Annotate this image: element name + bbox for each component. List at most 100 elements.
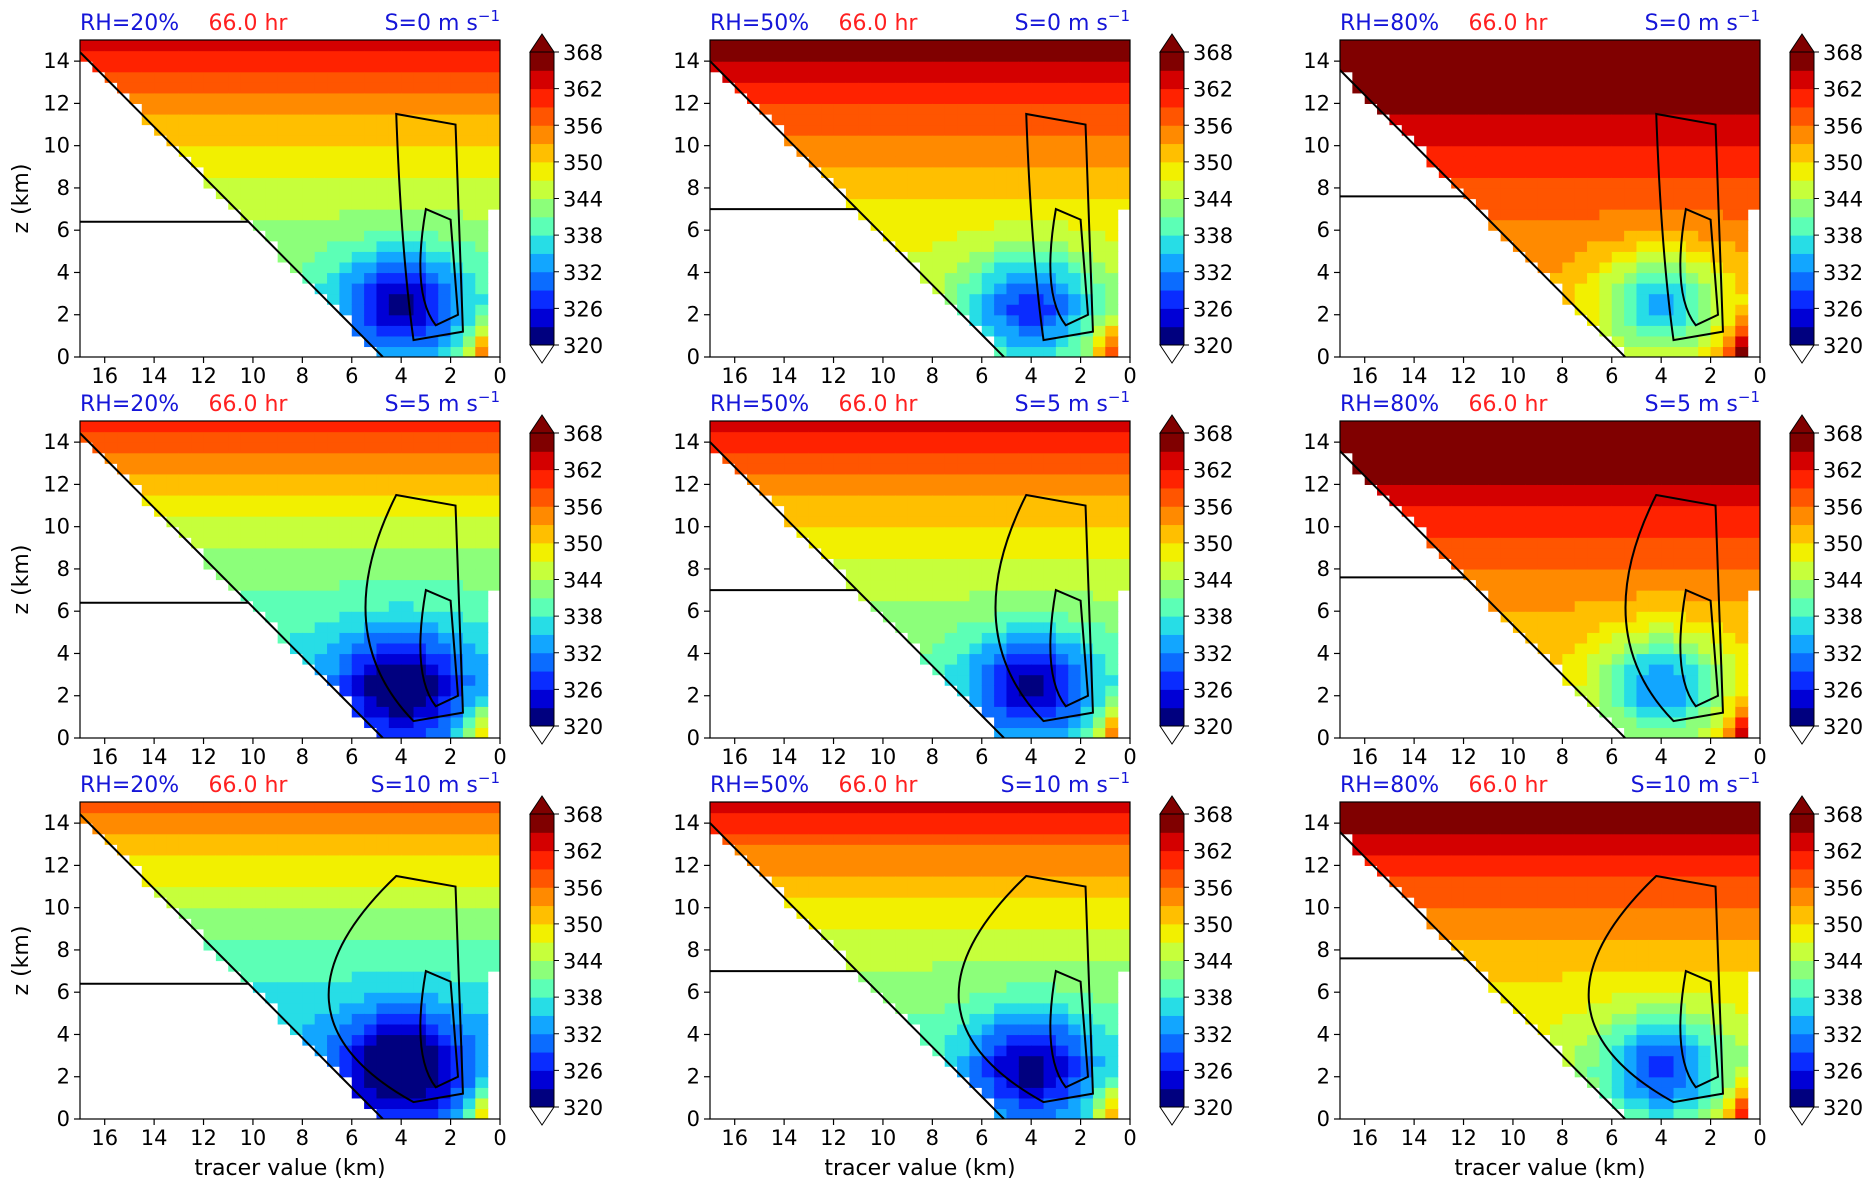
field-cell: [1562, 230, 1576, 242]
colorbar-tick-label: 332: [1823, 642, 1863, 666]
field-cell: [994, 494, 1008, 507]
field-cell: [1574, 40, 1588, 52]
field-cell: [981, 695, 995, 707]
field-cell: [154, 505, 168, 517]
field-cell: [1389, 61, 1403, 73]
field-cell: [1117, 431, 1130, 443]
field-cell: [364, 113, 378, 126]
field-cell: [957, 442, 971, 454]
colorbar-tick-label: 368: [563, 422, 603, 446]
field-cell: [1488, 40, 1502, 52]
field-cell: [1574, 442, 1588, 454]
field-cell: [1364, 61, 1378, 73]
field-cell: [1599, 664, 1613, 676]
x-tick-label: 14: [141, 745, 168, 769]
field-cell: [1673, 325, 1687, 337]
field-cell: [981, 442, 995, 454]
field-cell: [1525, 219, 1539, 231]
x-tick-label: 16: [91, 364, 118, 388]
field-cell: [166, 124, 180, 136]
field-cell: [1488, 61, 1502, 73]
field-cell: [1661, 187, 1675, 200]
field-cell: [314, 621, 328, 633]
field-cell: [1624, 92, 1638, 104]
field-cell: [1426, 145, 1440, 157]
y-tick-label: 2: [57, 303, 70, 327]
field-cell: [166, 812, 180, 824]
field-cell: [277, 823, 291, 835]
field-cell: [1624, 685, 1638, 697]
field-cell: [364, 992, 378, 1004]
field-cell: [1364, 50, 1378, 62]
field-cell: [401, 156, 415, 168]
field-cell: [1463, 103, 1477, 115]
field-cell: [1698, 685, 1712, 697]
field-cell: [858, 113, 872, 126]
field-cell: [1105, 261, 1119, 274]
field-cell: [413, 484, 427, 496]
field-cell: [1525, 431, 1539, 443]
field-cell: [376, 992, 390, 1004]
field-cell: [1018, 50, 1032, 62]
contour-lines: [1340, 68, 1724, 357]
field-cell: [351, 304, 365, 316]
field-cell: [1068, 558, 1082, 570]
field-cell: [450, 452, 464, 464]
field-cell: [1537, 611, 1551, 623]
field-cell: [388, 802, 402, 814]
colorbar-segment: [530, 671, 554, 690]
field-cell: [1389, 113, 1403, 126]
field-cell: [191, 71, 205, 83]
field-cell: [870, 547, 884, 559]
field-cell: [1475, 505, 1489, 517]
field-cell: [1661, 547, 1675, 559]
field-cell: [1451, 526, 1465, 538]
field-cell: [1031, 537, 1045, 549]
field-cell: [1031, 240, 1045, 252]
field-cell: [1043, 198, 1057, 210]
field-cell: [438, 653, 452, 665]
field-cell: [882, 92, 896, 104]
field-cell: [191, 135, 205, 147]
field-cell: [327, 431, 341, 443]
field-cell: [920, 452, 933, 464]
field-cell: [388, 71, 402, 83]
field-cell: [1537, 600, 1551, 612]
field-cell: [265, 590, 279, 602]
field-cell: [907, 484, 921, 496]
field-cell: [944, 473, 958, 485]
field-cell: [166, 823, 180, 835]
field-cell: [1673, 71, 1687, 83]
field-cell: [1550, 71, 1563, 83]
field-cell: [994, 272, 1008, 284]
field-cell: [1648, 674, 1662, 686]
colorbar-max-extend: [1789, 414, 1815, 434]
field-cell: [870, 463, 884, 475]
field-cell: [327, 442, 341, 454]
field-cell: [364, 537, 378, 549]
field-cell: [1463, 71, 1477, 83]
field-cell: [339, 230, 353, 242]
field-cell: [1735, 293, 1749, 305]
x-tick-label: 2: [444, 745, 457, 769]
field-cell: [1550, 642, 1563, 655]
field-cell: [1438, 526, 1452, 538]
field-cell: [858, 209, 872, 221]
field-cell: [302, 971, 316, 983]
field-cell: [1685, 484, 1699, 496]
field-cell: [1018, 113, 1032, 126]
field-cell: [1018, 568, 1032, 581]
field-cell: [438, 156, 452, 168]
colorbar-segment: [530, 143, 554, 163]
field-cell: [425, 516, 439, 528]
field-cell: [1710, 452, 1724, 464]
field-cell: [1463, 516, 1477, 528]
field-cell: [1587, 473, 1601, 485]
field-cell: [1068, 653, 1082, 665]
field-cell: [1018, 431, 1032, 443]
field-cell: [327, 632, 341, 644]
field-cell: [327, 1045, 341, 1057]
field-cell: [277, 442, 291, 454]
field-cell: [1698, 473, 1712, 485]
field-cell: [364, 452, 378, 464]
